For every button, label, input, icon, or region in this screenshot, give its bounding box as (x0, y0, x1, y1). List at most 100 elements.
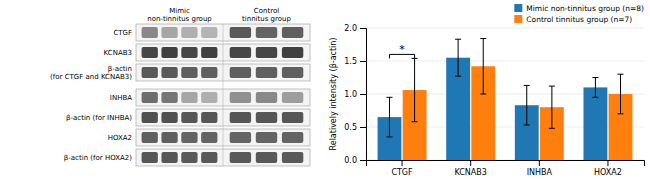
tick: 1.0 (344, 90, 366, 99)
gel-band (256, 132, 277, 143)
text-line: INHBA (110, 94, 132, 102)
row-label: KCNAB3 (104, 49, 132, 57)
tick-mark (539, 160, 540, 166)
error-line (595, 78, 596, 98)
error-cap (618, 74, 624, 75)
error-cap (592, 77, 598, 78)
gel-band (201, 67, 217, 78)
gel-band (256, 92, 277, 103)
tick-label: 0.0 (344, 156, 357, 165)
tick-label: INHBA (527, 168, 553, 177)
legend: Mimic non-tinnitus group (n=8)Control ti… (514, 4, 644, 24)
tick: 0.5 (344, 123, 366, 132)
plot-marks (378, 39, 633, 160)
text-line: β-actin (for INHBA) (66, 114, 132, 122)
row-label: β-actin (for INHBA) (66, 114, 132, 122)
gel-band (230, 92, 251, 103)
tick: INHBA (527, 160, 553, 177)
text-line: CTGF (113, 29, 132, 37)
gel-band (230, 132, 251, 143)
gel-band (230, 152, 251, 163)
text-line: non-tinnitus group (147, 15, 212, 23)
y-axis: 0.00.51.01.52.0 (344, 24, 366, 165)
grid (366, 28, 644, 160)
gel-band (142, 112, 158, 123)
chart: Mimicnon-tinnitus group Controltinnitus g… (0, 0, 650, 179)
error-cap (480, 94, 486, 95)
text-line: β-actin (for HOXA2) (64, 154, 132, 162)
tick: CTGF (391, 160, 413, 177)
bar-panel: 0.00.51.01.52.0CTGFKCNAB3INHBAHOXA2Relat… (329, 4, 645, 177)
error-cap (386, 97, 392, 98)
error-cap (524, 85, 530, 86)
gel-band (230, 27, 251, 38)
gel-band (161, 132, 177, 143)
gel-band (181, 27, 197, 38)
tick: KCNAB3 (454, 160, 486, 177)
error-bar (455, 39, 461, 76)
gel-band (256, 67, 277, 78)
tick: HOXA2 (594, 160, 622, 177)
gel-band (201, 47, 217, 58)
gel-band (142, 132, 158, 143)
tick-label: HOXA2 (594, 168, 622, 177)
gel-band (181, 112, 197, 123)
tick-label: 0.5 (344, 123, 357, 132)
error-line (551, 86, 552, 128)
axis-line (360, 29, 367, 161)
text-line: (for CTGF and KCNAB3) (50, 73, 132, 81)
tick-label: 2.0 (344, 24, 357, 33)
gel-band (181, 92, 197, 103)
text-line: KCNAB3 (104, 49, 132, 57)
error-cap (455, 76, 461, 77)
gel-band (201, 112, 217, 123)
error-bar (618, 74, 624, 114)
text-line: Mimic (169, 7, 190, 15)
group-label: Controltinnitus group (242, 7, 291, 23)
gel-band (282, 47, 303, 58)
grid-line (366, 61, 644, 62)
error-cap (549, 128, 555, 129)
error-line (389, 97, 390, 137)
error-cap (549, 86, 555, 87)
tick-mark (360, 127, 366, 128)
gel-band (256, 47, 277, 58)
gel-band (256, 27, 277, 38)
gel-band (142, 47, 158, 58)
error-line (526, 85, 527, 125)
error-cap (386, 136, 392, 137)
row-label: β-actin(for CTGF and KCNAB3) (50, 65, 132, 81)
error-bar (524, 85, 530, 125)
tick-mark (360, 28, 366, 29)
error-bar (549, 86, 555, 128)
gel-band (256, 152, 277, 163)
error-cap (412, 121, 418, 122)
gel-band (161, 27, 177, 38)
text-line: Control (254, 7, 279, 15)
gel-band (142, 27, 158, 38)
gel-band (181, 47, 197, 58)
gel-panel: Mimicnon-tinnitus group Controltinnitus g… (50, 7, 310, 166)
gel-band (181, 67, 197, 78)
gel-band (181, 152, 197, 163)
gel-band (230, 112, 251, 123)
tick-mark (402, 160, 403, 166)
error-line (620, 74, 621, 114)
legend-swatch (514, 4, 522, 12)
tick-mark (360, 61, 366, 62)
series (378, 39, 608, 160)
group-label: Mimicnon-tinnitus group (147, 7, 212, 23)
legend-swatch (514, 15, 522, 23)
error-cap (618, 113, 624, 114)
gel-band (161, 92, 177, 103)
tick-label: CTGF (391, 168, 413, 177)
error-bar (386, 97, 392, 137)
row-label: β-actin (for HOXA2) (64, 154, 132, 162)
error-bar (412, 58, 418, 121)
error-line (414, 58, 415, 121)
gel-band (161, 47, 177, 58)
gel-band (161, 152, 177, 163)
gel-band (282, 132, 303, 143)
x-axis: CTGF KCNAB3 INHBA HOXA2 (367, 160, 645, 177)
gel-band (201, 92, 217, 103)
